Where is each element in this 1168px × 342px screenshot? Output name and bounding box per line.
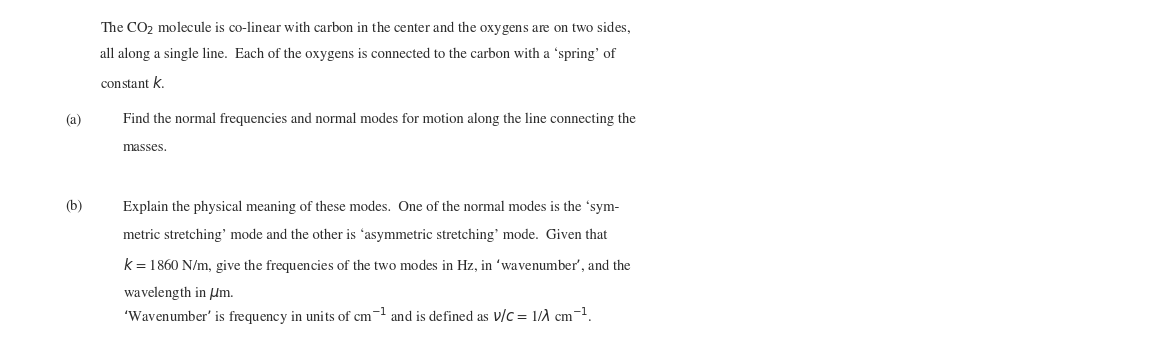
Text: masses.: masses. [123, 141, 168, 154]
Text: (b): (b) [65, 200, 83, 213]
Text: constant $k$.: constant $k$. [100, 75, 166, 91]
Text: ‘Wavenumber’ is frequency in units of cm$^{-1}$ and is defined as $\nu/c$ = 1/$\: ‘Wavenumber’ is frequency in units of cm… [123, 305, 592, 327]
Text: Explain the physical meaning of these modes.  One of the normal modes is the ‘sy: Explain the physical meaning of these mo… [123, 200, 619, 214]
Text: wavelength in $\mu$m.: wavelength in $\mu$m. [123, 284, 234, 302]
Text: Find the normal frequencies and normal modes for motion along the line connectin: Find the normal frequencies and normal m… [123, 113, 635, 126]
Text: The CO$_2$ molecule is co-linear with carbon in the center and the oxygens are o: The CO$_2$ molecule is co-linear with ca… [100, 19, 632, 37]
Text: $k$ = 1860 N/m, give the frequencies of the two modes in Hz, in ‘wavenumber’, an: $k$ = 1860 N/m, give the frequencies of … [123, 256, 632, 275]
Text: (a): (a) [65, 113, 82, 126]
Text: metric stretching’ mode and the other is ‘asymmetric stretching’ mode.  Given th: metric stretching’ mode and the other is… [123, 228, 607, 242]
Text: all along a single line.  Each of the oxygens is connected to the carbon with a : all along a single line. Each of the oxy… [100, 47, 616, 61]
